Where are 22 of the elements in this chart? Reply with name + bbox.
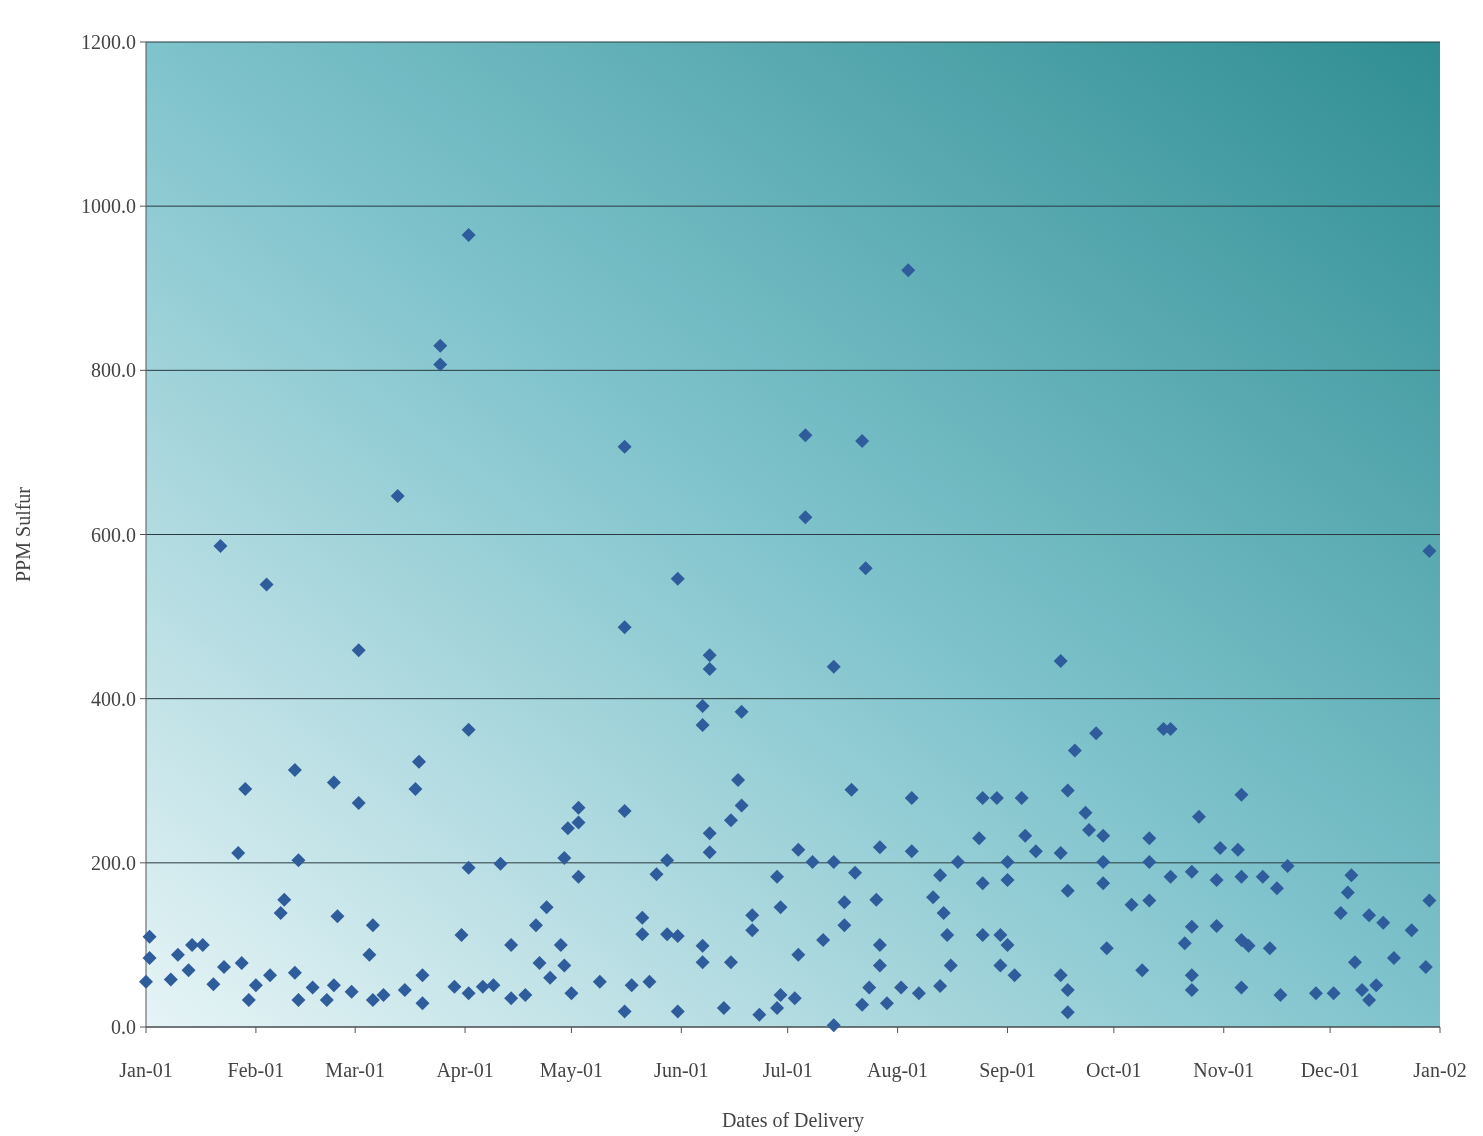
x-tick-label: Jun-01 <box>654 1059 709 1081</box>
x-tick-label: Jul-01 <box>762 1059 813 1081</box>
x-axis-title: Dates of Delivery <box>721 1109 865 1132</box>
x-tick-label: Jan-02 <box>1413 1059 1467 1081</box>
x-tick-label: Dec-01 <box>1300 1059 1360 1081</box>
x-tick-label: Oct-01 <box>1086 1059 1142 1081</box>
x-tick-label: Jan-01 <box>119 1059 173 1081</box>
y-tick-label: 400.0 <box>91 687 136 710</box>
y-tick-label: 1000.0 <box>81 195 136 218</box>
y-tick-label: 800.0 <box>91 359 136 382</box>
y-tick-label: 600.0 <box>91 523 136 546</box>
x-tick-label: Apr-01 <box>436 1059 494 1082</box>
x-tick-label: Aug-01 <box>867 1059 929 1082</box>
x-tick-label: Mar-01 <box>325 1059 385 1081</box>
y-tick-label: 0.0 <box>111 1016 136 1038</box>
x-tick-label: Feb-01 <box>227 1059 285 1081</box>
x-tick-label: Sep-01 <box>979 1059 1036 1082</box>
y-tick-label: 200.0 <box>91 851 136 874</box>
x-tick-label: May-01 <box>539 1059 604 1082</box>
y-tick-label: 1200.0 <box>81 31 136 53</box>
y-axis-title: PPM Sulfur <box>12 486 34 583</box>
x-tick-label: Nov-01 <box>1193 1059 1255 1081</box>
